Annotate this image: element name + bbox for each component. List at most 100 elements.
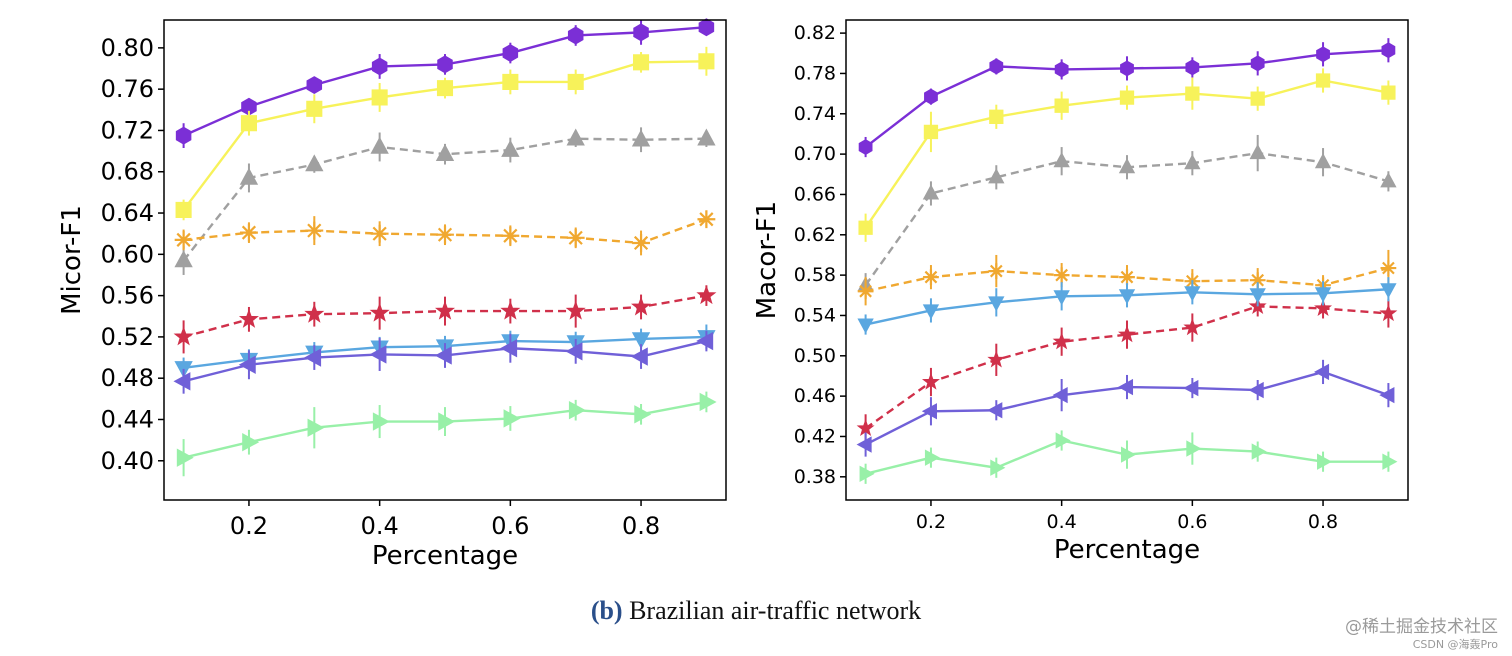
data-point — [175, 201, 192, 218]
x-tick-label: 0.2 — [916, 511, 946, 533]
data-point — [696, 331, 714, 351]
data-point — [856, 418, 875, 437]
data-point — [239, 167, 259, 185]
data-point — [438, 412, 456, 431]
series-3 — [857, 134, 1397, 298]
data-point — [435, 143, 455, 161]
data-point — [305, 221, 324, 240]
data-point — [1248, 381, 1264, 399]
data-point — [696, 285, 717, 305]
data-point — [1250, 91, 1265, 106]
data-point — [1118, 325, 1136, 343]
chart-panel-2: 0.38 0.42 0.46 0.50 0.54 0.58 0.62 0.66 0.70 0.74… — [752, 19, 1409, 565]
y-tick-label: 0.70 — [794, 143, 836, 165]
caption-text: Brazilian air-traffic network — [629, 596, 922, 625]
data-point — [567, 73, 584, 90]
data-point — [1380, 260, 1397, 276]
data-point — [1053, 267, 1070, 283]
data-point — [501, 226, 520, 245]
series-line — [864, 305, 1389, 430]
series-4 — [174, 210, 716, 256]
data-point — [857, 283, 874, 300]
y-tick-label: 0.66 — [794, 183, 836, 205]
data-point — [922, 184, 940, 200]
data-point — [565, 300, 586, 320]
series-1 — [858, 38, 1396, 158]
data-point — [633, 23, 649, 42]
x-axis-label: Percentage — [372, 541, 518, 571]
chart-panel-1: 0.40 0.44 0.48 0.52 0.56 0.60 0.64 0.68 0.72 0.76… — [57, 18, 727, 571]
y-tick-label: 0.72 — [101, 116, 154, 144]
data-point — [1382, 453, 1398, 470]
plot-frame — [845, 19, 1409, 501]
data-point — [502, 44, 519, 62]
data-point — [856, 436, 872, 453]
data-point — [500, 300, 521, 320]
watermark-line1: @稀土掘金技术社区 — [1345, 617, 1498, 637]
data-point — [631, 296, 652, 316]
x-tick-label: 0.6 — [1177, 511, 1207, 533]
series-6 — [857, 277, 1397, 335]
x-tick-label: 0.6 — [491, 512, 529, 540]
data-point — [173, 372, 191, 391]
data-point — [371, 89, 388, 106]
y-tick-label: 0.54 — [794, 304, 836, 326]
data-point — [1184, 286, 1201, 302]
y-tick-label: 0.38 — [794, 466, 836, 488]
data-point — [921, 372, 940, 390]
plot-frame — [163, 19, 727, 501]
data-point — [989, 58, 1004, 75]
data-point — [176, 448, 194, 467]
data-point — [242, 433, 260, 452]
data-point — [306, 100, 323, 117]
data-point — [1053, 152, 1070, 168]
data-point — [174, 250, 193, 268]
data-point — [1317, 453, 1333, 470]
data-point — [1314, 153, 1332, 169]
data-point — [1250, 55, 1265, 72]
data-point — [697, 210, 716, 229]
data-point — [437, 55, 453, 74]
data-point — [1119, 269, 1135, 286]
data-point — [1052, 332, 1071, 350]
y-tick-label: 0.60 — [101, 240, 154, 268]
data-point — [699, 392, 717, 412]
data-point — [500, 339, 518, 358]
data-point — [1316, 46, 1330, 63]
data-point — [238, 355, 256, 374]
data-point — [1314, 287, 1332, 303]
data-point — [1249, 144, 1266, 160]
data-point — [698, 18, 715, 37]
data-point — [304, 348, 322, 367]
data-point — [1055, 432, 1071, 449]
y-tick-label: 0.48 — [101, 364, 154, 392]
data-point — [1381, 42, 1396, 59]
y-axis-label: Micor-F1 — [57, 205, 87, 315]
data-point — [1249, 288, 1266, 304]
y-tick-label: 0.78 — [794, 62, 836, 84]
series-3 — [174, 127, 716, 275]
data-point — [697, 128, 716, 146]
series-1 — [175, 18, 715, 148]
series-8 — [859, 430, 1398, 484]
data-point — [1054, 61, 1069, 78]
data-point — [305, 154, 324, 172]
data-point — [240, 115, 258, 132]
series-7 — [173, 330, 714, 394]
data-point — [857, 318, 874, 334]
y-tick-label: 0.44 — [101, 405, 154, 433]
x-axis-label: Percentage — [1054, 535, 1200, 565]
y-tick-label: 0.80 — [101, 34, 154, 62]
data-point — [1381, 85, 1396, 100]
data-point — [988, 296, 1005, 312]
data-point — [630, 347, 648, 366]
data-point — [1054, 98, 1069, 113]
data-point — [1185, 59, 1200, 76]
data-point — [924, 449, 941, 466]
x-tick-label: 0.2 — [230, 512, 268, 540]
data-point — [436, 80, 454, 97]
y-tick-label: 0.58 — [794, 264, 836, 286]
data-point — [566, 228, 585, 247]
caption-label: (b) — [590, 596, 623, 625]
data-point — [304, 303, 325, 323]
